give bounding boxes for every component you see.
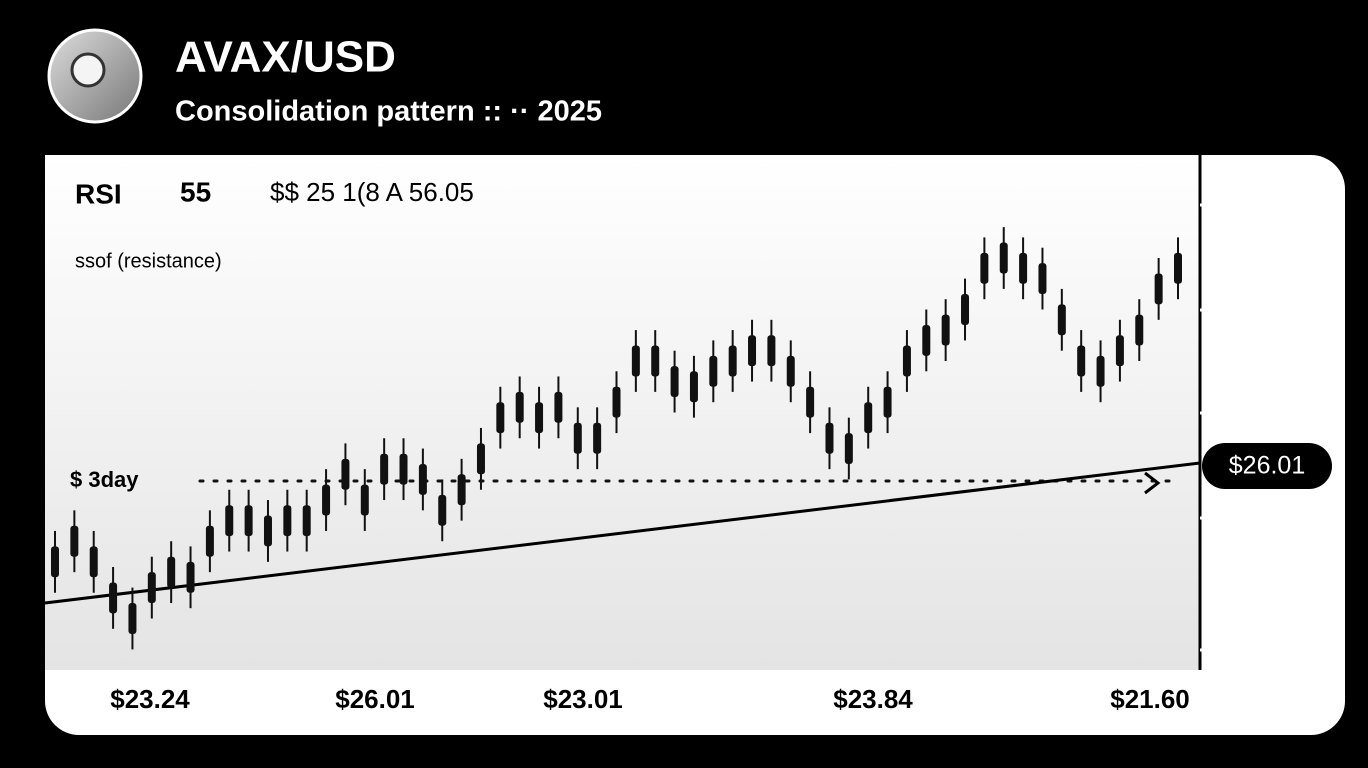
candle-body	[1038, 263, 1047, 295]
candle-body	[418, 464, 427, 495]
candle-body	[496, 402, 505, 434]
candles	[51, 227, 1182, 650]
candle-body	[1115, 335, 1124, 367]
candle-body	[51, 546, 59, 578]
candle-body	[1057, 304, 1066, 336]
candle-body	[767, 335, 776, 367]
candle-body	[670, 366, 679, 398]
candle-body	[515, 391, 524, 423]
candle-body	[263, 515, 272, 547]
candle-body	[109, 582, 118, 614]
candle-body	[864, 402, 873, 434]
candle-body	[573, 422, 582, 454]
avatar-face	[70, 52, 106, 88]
candle-body	[89, 546, 98, 578]
candle-body	[709, 355, 718, 387]
time-label: $23.01	[543, 684, 623, 714]
candle-body	[999, 242, 1008, 274]
price-tag-text: $26.01	[1229, 452, 1305, 480]
candle-body	[283, 505, 292, 537]
candle-body	[128, 603, 137, 634]
plot-area	[45, 155, 1200, 670]
candle-body	[244, 505, 253, 537]
price-label: $22.44	[1238, 190, 1312, 217]
candle-body	[728, 345, 737, 377]
title: AVAX/USD	[175, 33, 396, 82]
candle-body	[360, 484, 369, 516]
resistance-note: ssof (resistance)	[75, 250, 222, 272]
candle-body	[302, 505, 311, 537]
level-label: $ 3day	[70, 467, 139, 492]
candle-body	[457, 474, 466, 506]
time-label: $21.60	[1110, 684, 1190, 714]
candle-body	[205, 525, 214, 557]
candle-body	[225, 505, 234, 537]
candle-body	[651, 345, 660, 377]
candle-body	[1174, 252, 1182, 284]
time-label: $23.84	[833, 684, 913, 714]
candle-body	[399, 453, 408, 485]
trend-line	[44, 461, 1201, 605]
candle-body	[341, 458, 350, 490]
candle-body	[1096, 355, 1105, 387]
candle-body	[1135, 314, 1144, 346]
candle-body	[1077, 345, 1086, 377]
axes: $22.44 $20.64 $20.80 $22.61 $21.84 $23.24 $26.…	[110, 190, 1312, 714]
price-label: $21.84	[1238, 635, 1312, 662]
candle-body	[438, 494, 447, 526]
candle-body	[689, 371, 698, 403]
time-label: $23.24	[110, 684, 190, 714]
price-label: $20.64	[1238, 295, 1312, 322]
candle-body	[476, 443, 485, 475]
candle-body	[167, 556, 176, 588]
candle-body	[902, 345, 911, 377]
rsi-value: 55	[180, 176, 211, 207]
candle-body	[961, 294, 970, 325]
candle-body	[825, 422, 834, 454]
candle-body	[980, 252, 989, 284]
candle-body	[593, 422, 602, 454]
level-arrow	[1144, 471, 1161, 495]
candle-body	[786, 355, 795, 387]
rsi-label: RSI	[75, 178, 122, 209]
candle-body	[612, 386, 621, 418]
price-tag	[1202, 443, 1332, 489]
candle-body	[70, 525, 79, 557]
price-label: $22.61	[1238, 503, 1311, 530]
candle-body	[1019, 252, 1028, 284]
candle-body	[844, 433, 853, 464]
price-label: $20.80	[1238, 398, 1311, 425]
candle-body	[806, 386, 815, 418]
subtitle: Consolidation pattern :: ·· 2025	[175, 96, 602, 128]
candle-body	[554, 391, 563, 423]
candle-body	[883, 386, 892, 418]
indicator-extra: $$ 25 1(8 A 56.05	[270, 177, 474, 207]
candle-body	[1154, 273, 1163, 305]
time-label: $26.01	[335, 684, 415, 714]
candle-body	[631, 345, 640, 377]
candle-body	[535, 402, 544, 434]
candle-body	[941, 314, 950, 346]
candle-body	[922, 324, 931, 356]
candle-body	[147, 572, 156, 604]
candle-body	[322, 484, 331, 516]
candle-body	[748, 335, 757, 367]
candle-body	[380, 453, 389, 485]
candle-body	[186, 561, 195, 593]
